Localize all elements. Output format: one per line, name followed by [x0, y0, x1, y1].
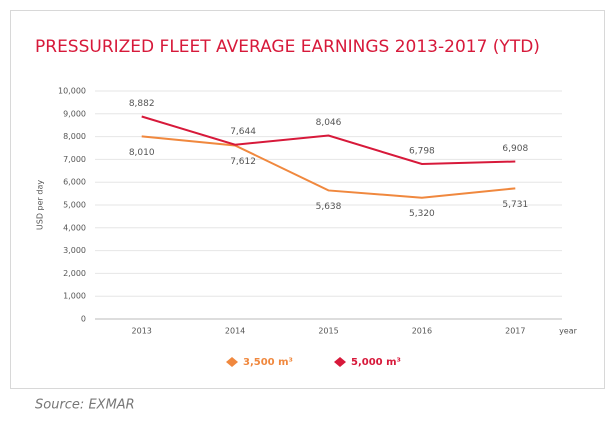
y-tick-label: 9,000	[63, 109, 86, 118]
y-tick-label: 0	[81, 315, 86, 324]
data-label: 8,882	[129, 99, 155, 109]
data-label: 7,644	[230, 127, 256, 137]
legend-marker	[226, 357, 238, 367]
frame	[10, 10, 605, 389]
x-tick-label: 2016	[412, 327, 432, 336]
y-tick-label: 7,000	[63, 155, 86, 164]
data-label: 8,010	[129, 148, 155, 158]
source-note: Source: EXMAR	[35, 398, 135, 413]
data-label: 7,612	[230, 157, 256, 167]
data-label: 8,046	[316, 118, 342, 128]
y-tick-label: 8,000	[63, 132, 86, 141]
data-label: 6,908	[502, 144, 528, 154]
y-tick-label: 3,000	[63, 246, 86, 255]
x-tick-label: 2013	[132, 327, 152, 336]
x-tick-label: 2017	[505, 327, 525, 336]
x-tick-label: 2014	[225, 327, 245, 336]
legend-label: 3,500 m³	[243, 357, 293, 368]
chart-title: PRESSURIZED FLEET AVERAGE EARNINGS 2013-…	[35, 37, 540, 57]
y-axis-label: USD per day	[36, 180, 45, 230]
series-line	[141, 115, 516, 166]
legend-label: 5,000 m³	[351, 357, 401, 368]
series-line	[141, 135, 516, 199]
data-label: 5,320	[409, 209, 435, 219]
y-tick-label: 4,000	[63, 223, 86, 232]
x-axis-label: year	[559, 327, 578, 336]
y-tick-label: 2,000	[63, 269, 86, 278]
data-label: 5,731	[502, 200, 528, 210]
y-tick-label: 5,000	[63, 201, 86, 210]
y-tick-label: 6,000	[63, 178, 86, 187]
legend-marker	[334, 357, 346, 367]
y-tick-label: 1,000	[63, 292, 86, 301]
x-tick-label: 2015	[318, 327, 338, 336]
data-label: 5,638	[316, 202, 342, 212]
data-label: 6,798	[409, 147, 435, 157]
y-tick-label: 10,000	[58, 87, 86, 96]
